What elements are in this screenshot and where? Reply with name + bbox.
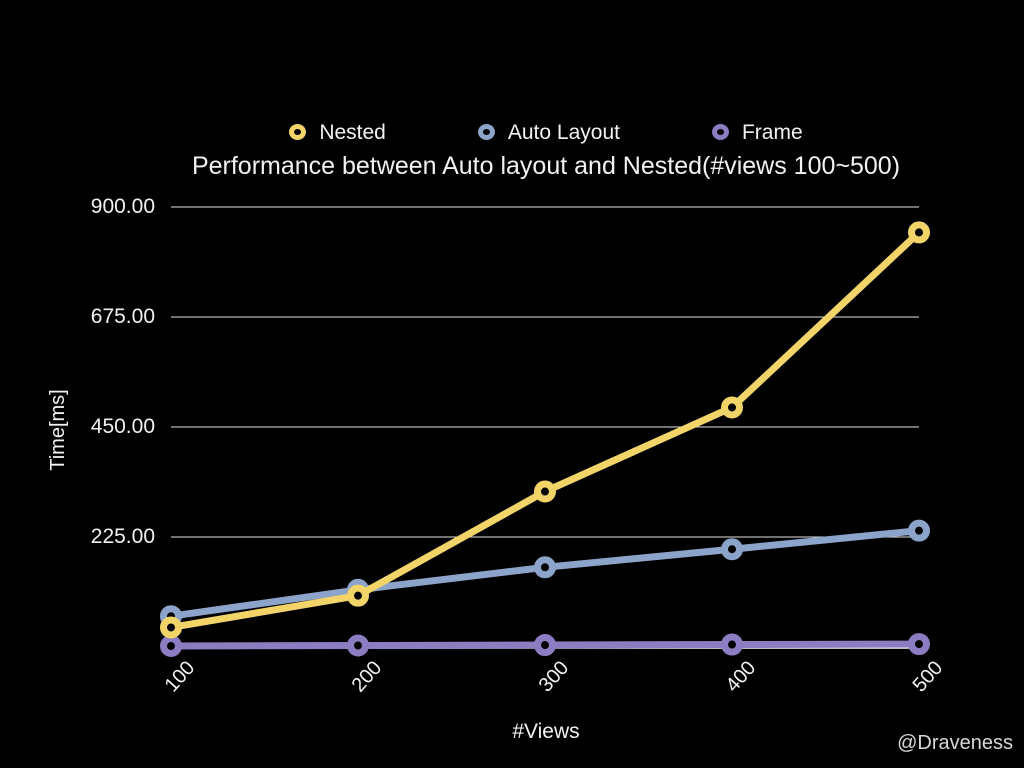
legend-label: Auto Layout: [507, 120, 620, 144]
series-frame: [160, 633, 930, 658]
y-axis-title: Time[ms]: [47, 389, 69, 471]
data-point-frame-300: [534, 634, 556, 657]
legend-label: Frame: [741, 120, 803, 144]
data-point-frame-200: [347, 634, 369, 657]
data-point-frame-400: [721, 633, 743, 656]
legend-item-nested: Nested: [289, 122, 386, 143]
data-point-nested-400: [721, 396, 743, 419]
watermark-credit: @Draveness: [897, 732, 1013, 754]
legend-ring-icon-nested: [289, 124, 307, 140]
data-point-auto-layout-500: [908, 519, 930, 542]
data-point-auto-layout-400: [721, 538, 743, 561]
data-point-frame-100: [160, 635, 182, 658]
y-tick-label-225: 225.00: [90, 525, 155, 548]
data-point-nested-500: [908, 221, 930, 244]
legend-ring-icon-frame: [711, 124, 729, 140]
data-point-nested-200: [347, 584, 369, 607]
y-tick-label-675: 675.00: [90, 305, 155, 328]
x-axis-title: #Views: [512, 720, 580, 743]
y-tick-label-900: 900.00: [90, 195, 155, 218]
data-point-auto-layout-300: [534, 556, 556, 579]
data-point-nested-300: [534, 480, 556, 503]
series-nested: [160, 221, 930, 639]
legend-item-frame: Frame: [711, 120, 803, 144]
legend-item-auto-layout: Auto Layout: [477, 120, 620, 144]
data-point-nested-100: [160, 616, 182, 639]
legend-label: Nested: [319, 120, 386, 144]
chart-legend: Nested Auto Layout Frame: [172, 116, 920, 148]
y-tick-label-450: 450.00: [90, 415, 155, 438]
data-point-frame-500: [908, 633, 930, 656]
legend-ring-icon-auto-layout: [477, 124, 495, 140]
chart-title: Performance between Auto layout and Nest…: [191, 152, 901, 180]
